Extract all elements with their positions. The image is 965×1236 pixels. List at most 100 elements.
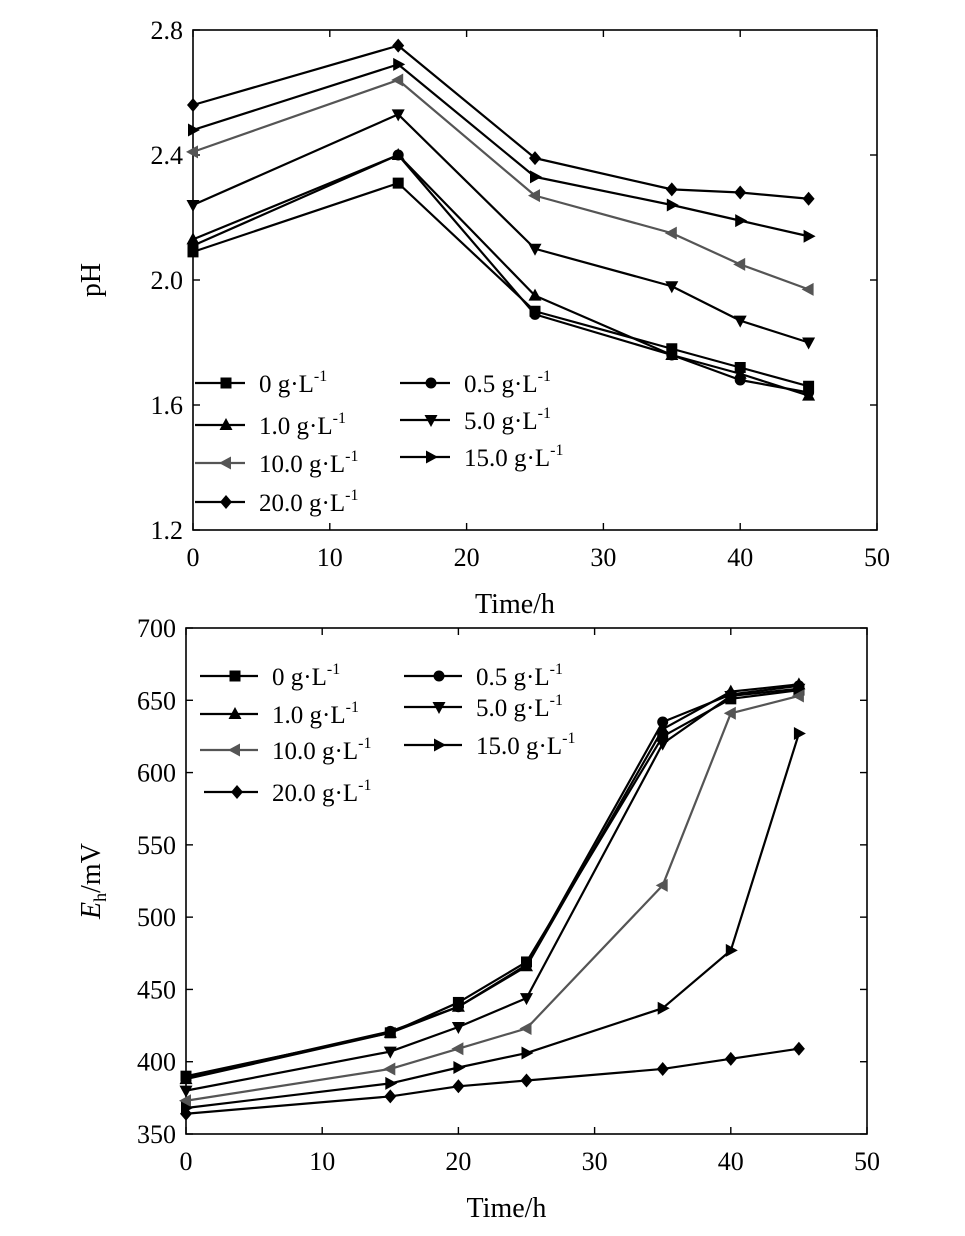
ph-chart-point [391,109,405,122]
ph-chart-xtick-label: 40 [727,543,753,572]
eh-chart-legend-label: 5.0 g·L-1 [476,692,563,722]
ph-chart-series-line [192,78,809,291]
eh-chart: 0 10 20 30 40 50 350 400 450 500 550 600 650 700 Time/… [76,614,880,1224]
ph-chart-point [186,145,198,159]
ph-chart-point [733,257,746,271]
ph-chart-ytick-label: 2.4 [151,141,184,170]
ph-chart-legend-label: 1.0 g·L-1 [259,410,346,440]
ph-chart-series-line [192,182,809,388]
eh-chart-ytick-label: 400 [137,1048,176,1077]
eh-chart-point [724,1051,737,1066]
eh-chart-legend-marker [434,738,446,752]
ph-chart-xlabel: Time/h [475,589,555,620]
eh-chart-point [452,1079,465,1094]
eh-chart-legend-item: 15.0 g·L-1 [404,730,575,760]
eh-chart-point [793,727,806,741]
ph-chart-legend-item: 10.0 g·L-1 [195,448,358,478]
ph-chart-legend-label: 15.0 g·L-1 [464,442,563,472]
eh-chart-point [791,689,804,703]
ph-chart-point [666,198,679,212]
eh-chart-point [657,730,669,742]
ph-chart-legend-marker [219,456,231,470]
eh-chart-legend-item: 0.5 g·L-1 [404,661,563,691]
eh-chart-point [792,683,806,696]
ph-chart-legend-label: 5.0 g·L-1 [464,405,551,435]
eh-chart-point [451,1042,464,1056]
ph-chart-series-line [192,153,809,397]
ph-chart-legend-marker [425,377,437,389]
eh-chart-legend-label: 1.0 g·L-1 [272,699,359,729]
ph-chart-legend-item: 1.0 g·L-1 [195,410,346,440]
ph-chart-series-line [192,113,809,344]
ph-chart-point [188,123,200,137]
ph-chart-point [391,148,405,160]
eh-chart-point [520,993,533,1006]
ph-chart-ytick-label: 2.0 [151,266,184,295]
ph-chart-legend-item: 15.0 g·L-1 [400,442,563,472]
ph-chart-point [803,380,815,392]
ph-chart-legend-label: 10.0 g·L-1 [259,448,358,478]
eh-chart-ytick-label: 550 [137,831,176,860]
ph-chart-point [391,73,404,87]
eh-chart-legend-marker [228,707,242,719]
eh-chart-point [520,1073,533,1088]
eh-chart-point [453,1060,466,1074]
eh-chart-point [383,1062,396,1076]
ph-chart-series-4 [186,73,814,296]
eh-chart-point [451,999,465,1012]
eh-chart-legend-item: 0 g·L-1 [200,661,340,691]
eh-chart-point [656,1061,669,1076]
eh-chart-point [657,716,669,728]
eh-chart-point [179,1094,191,1108]
ph-chart-point [187,246,199,258]
eh-chart-legend-label: 10.0 g·L-1 [272,735,371,765]
eh-chart-point [792,1041,805,1056]
ph-chart-point [735,214,748,228]
ph-chart-point [393,57,406,71]
eh-chart-ytick-label: 700 [137,614,176,643]
eh-chart-xtick-label: 10 [309,1147,335,1176]
eh-chart-legend-marker [229,670,241,682]
ph-chart-point [529,151,541,166]
eh-chart-point [520,959,533,972]
eh-chart-ytick-label: 350 [137,1120,176,1149]
ph-chart-point [528,243,542,256]
eh-chart-xtick-label: 20 [445,1147,471,1176]
ph-chart-point [665,348,679,360]
eh-chart-point [179,1072,193,1085]
ph-chart-legend-marker [424,415,438,427]
ph-chart-legend-item: 0 g·L-1 [195,368,327,398]
ph-chart-point [530,170,542,184]
ph-chart-legend-label: 0 g·L-1 [259,368,327,398]
eh-chart-legend-item: 10.0 g·L-1 [200,735,371,765]
ph-chart-ylabel: pH [76,263,107,297]
ph-chart-point [187,98,199,112]
ph-chart-point [802,388,816,401]
eh-chart-point [384,1089,397,1104]
ph-chart-series-3 [186,109,816,350]
ph-chart-legend-marker [219,418,233,430]
ph-chart-point [665,281,679,294]
eh-chart-point [656,738,670,751]
ph-chart-point [803,229,816,243]
ph-chart-legend-label: 20.0 g·L-1 [259,487,358,517]
eh-chart-point [385,1076,398,1090]
ph-chart-series-6 [187,38,815,206]
eh-chart-series-6 [180,1041,805,1121]
eh-chart-point [521,1046,534,1060]
ph-chart-point [802,337,816,350]
ph-chart-ytick-label: 1.2 [151,516,184,545]
eh-chart-point [725,943,738,957]
eh-chart-ytick-label: 450 [137,975,176,1004]
ph-chart-point [802,191,815,206]
eh-chart-point [383,1025,397,1038]
ph-chart-series-2 [186,148,816,401]
eh-chart-point [656,722,670,735]
eh-chart-point [724,690,738,703]
ph-chart-point [528,288,542,301]
eh-chart-legend-label: 15.0 g·L-1 [476,730,575,760]
ph-chart-point [529,308,541,320]
ph-chart-point [801,282,814,296]
eh-chart-legend-item: 1.0 g·L-1 [200,699,359,729]
